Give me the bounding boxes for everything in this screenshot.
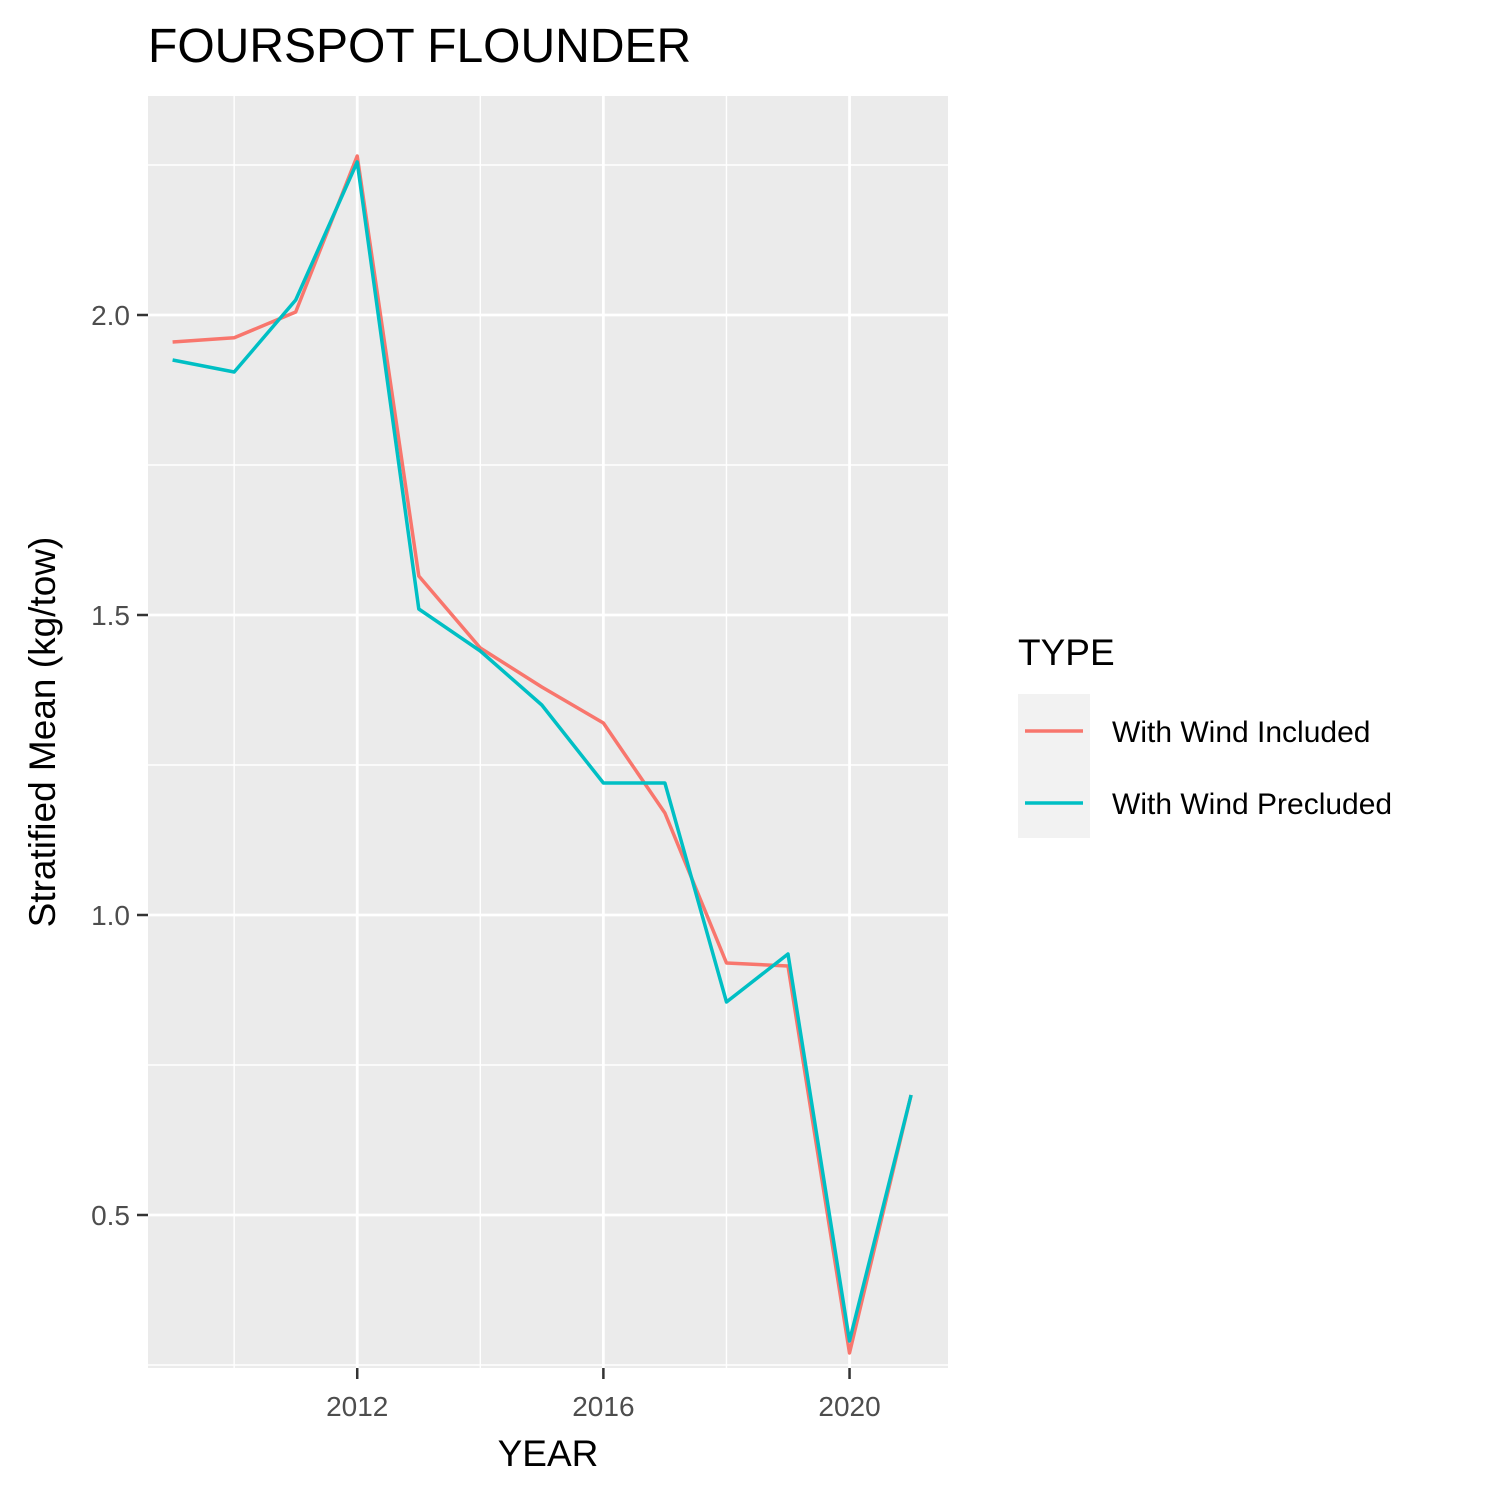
major-gridlines [148, 96, 948, 1368]
x-tick-label: 2016 [572, 1391, 634, 1422]
y-axis: 0.5 1.0 1.5 2.0 [91, 300, 148, 1231]
legend-keys-background [1018, 694, 1090, 838]
legend-label: With Wind Included [1112, 716, 1370, 749]
y-tick-label: 1.5 [91, 600, 130, 631]
x-tick-label: 2020 [818, 1391, 880, 1422]
y-axis-title: Stratified Mean (kg/tow) [22, 537, 63, 928]
x-axis-title: YEAR [498, 1433, 599, 1474]
series-line-with-wind-included [172, 154, 913, 1355]
chart-title: FOURSPOT FLOUNDER [148, 20, 691, 73]
plot-panel [148, 96, 948, 1368]
x-axis: 2012 2016 2020 [326, 1368, 881, 1422]
legend: TYPE With Wind Included With Wind Preclud… [1018, 632, 1392, 838]
y-tick-label: 1.0 [91, 900, 130, 931]
x-tick-label: 2012 [326, 1391, 388, 1422]
legend-label: With Wind Precluded [1112, 788, 1392, 821]
legend-items: With Wind Included With Wind Precluded [1025, 716, 1392, 821]
y-tick-label: 0.5 [91, 1200, 130, 1231]
minor-gridlines [148, 96, 948, 1368]
series-line-with-wind-precluded [172, 160, 913, 1343]
series-lines [172, 154, 913, 1355]
legend-title: TYPE [1018, 632, 1115, 673]
y-tick-label: 2.0 [91, 300, 130, 331]
